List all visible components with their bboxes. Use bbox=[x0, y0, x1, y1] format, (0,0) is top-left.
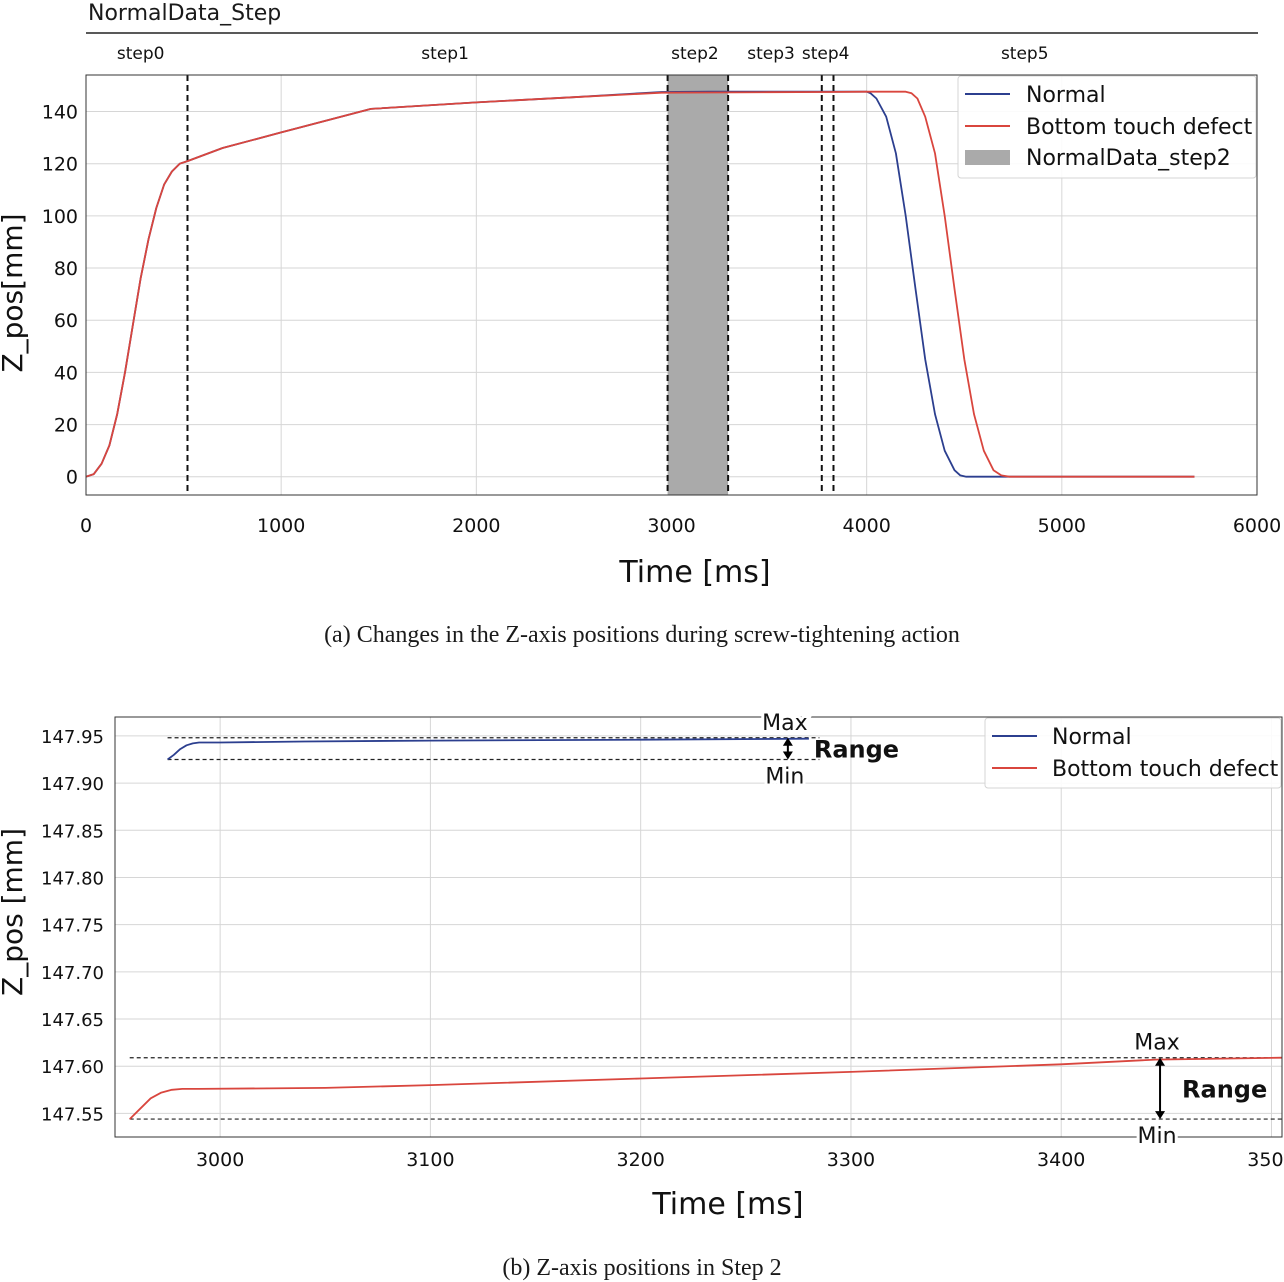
chart-a-step-label: step4 bbox=[802, 44, 850, 64]
chart-b-y-tick-label: 147.75 bbox=[41, 916, 104, 937]
chart-a-step-label: step3 bbox=[747, 44, 795, 64]
chart-a-x-tick-label: 6000 bbox=[1233, 515, 1281, 537]
chart-b-y-tick-label: 147.70 bbox=[41, 963, 104, 984]
chart-a-step-label: step1 bbox=[421, 44, 469, 64]
chart-b-y-tick-label: 147.60 bbox=[41, 1057, 104, 1078]
chart-a-legend-step2-label: NormalData_step2 bbox=[1026, 146, 1231, 171]
chart-b-legend-box bbox=[984, 717, 1282, 789]
chart-a-x-tick-label: 1000 bbox=[257, 515, 305, 537]
chart-b-defect-arrowhead-up bbox=[1155, 1057, 1166, 1066]
chart-a-caption: (a) Changes in the Z-axis positions duri… bbox=[324, 622, 960, 648]
chart-a-step-boundaries bbox=[186, 75, 835, 495]
chart-b-y-axis-label: Z_pos [mm] bbox=[0, 828, 29, 996]
chart-a-y-tick-label: 100 bbox=[42, 206, 78, 228]
chart-b-x-tick-label: 3200 bbox=[616, 1149, 664, 1171]
chart-b-range-guides bbox=[129, 737, 1282, 1120]
chart-a-series bbox=[85, 90, 1195, 478]
chart-b-ticks: 3000 3100 3200 3300 3400 3500 147.55 147.60 147.… bbox=[41, 727, 1284, 1171]
chart-a-plot-frame bbox=[85, 74, 1258, 496]
chart-b-y-tick-label: 147.55 bbox=[41, 1104, 104, 1125]
chart-b-x-tick-label: 3400 bbox=[1037, 1149, 1085, 1171]
chart-a-step-labels: step0 step1 step2 step3 step4 step5 bbox=[117, 44, 1049, 64]
chart-a-step-label: step2 bbox=[671, 44, 719, 64]
chart-b-y-tick-label: 147.80 bbox=[41, 868, 104, 889]
chart-a-step-label: step0 bbox=[117, 44, 165, 64]
chart-b-x-tick-label: 3100 bbox=[406, 1149, 454, 1171]
chart-a-step2-shaded-region bbox=[667, 75, 729, 495]
chart-b-defect-range-label: Range bbox=[1182, 1075, 1267, 1103]
chart-a-x-tick-label: 4000 bbox=[842, 515, 890, 537]
chart-a-series-bottom-touch-defect bbox=[85, 90, 1195, 478]
chart-b-legend-defect-label: Bottom touch defect bbox=[1052, 757, 1279, 782]
chart-b-defect-max-label: Max bbox=[1134, 1031, 1179, 1056]
chart-a-legend: Normal Bottom touch defect NormalData_st… bbox=[957, 75, 1257, 179]
chart-a-y-tick-label: 60 bbox=[54, 310, 78, 332]
chart-b-defect-arrowhead-down bbox=[1155, 1111, 1166, 1120]
chart-a-y-tick-label: 20 bbox=[54, 415, 78, 437]
chart-a-legend-box bbox=[957, 75, 1257, 179]
chart-b-series-bottom-touch-defect bbox=[129, 1056, 1283, 1120]
chart-a-y-tick-label: 0 bbox=[66, 467, 78, 489]
chart-a-y-tick-label: 40 bbox=[54, 362, 78, 384]
chart-a-y-tick-label: 120 bbox=[42, 154, 78, 176]
chart-a-x-tick-label: 0 bbox=[80, 515, 92, 537]
chart-b-series-normal bbox=[167, 737, 809, 761]
chart-a-x-tick-label: 5000 bbox=[1038, 515, 1086, 537]
chart-a-legend-normal-label: Normal bbox=[1026, 83, 1106, 108]
chart-b-series bbox=[129, 737, 1283, 1120]
chart-b-y-tick-label: 147.90 bbox=[41, 774, 104, 795]
chart-a-legend-defect-label: Bottom touch defect bbox=[1026, 115, 1253, 140]
chart-a-title: NormalData_Step bbox=[88, 1, 281, 26]
chart-a-ticks: 0 1000 2000 3000 4000 5000 6000 0 20 40 60 80 100 120… bbox=[42, 102, 1281, 537]
chart-a-y-tick-label: 140 bbox=[42, 102, 78, 124]
chart-a-step-label: step5 bbox=[1001, 44, 1049, 64]
chart-a-y-tick-label: 80 bbox=[54, 258, 78, 280]
chart-b-x-axis-label: Time [ms] bbox=[651, 1187, 803, 1222]
chart-b-legend: Normal Bottom touch defect bbox=[984, 717, 1282, 789]
chart-b-x-tick-label: 3000 bbox=[196, 1149, 244, 1171]
chart-b-x-tick-label: 3300 bbox=[827, 1149, 875, 1171]
chart-a-x-tick-label: 3000 bbox=[647, 515, 695, 537]
chart-b-y-tick-label: 147.85 bbox=[41, 821, 104, 842]
chart-a-x-axis-label: Time [ms] bbox=[618, 555, 770, 590]
chart-b-legend-normal-label: Normal bbox=[1052, 725, 1132, 750]
chart-b-normal-min-label: Min bbox=[765, 764, 804, 789]
chart-a-x-tick-label: 2000 bbox=[452, 515, 500, 537]
chart-b-normal-arrowhead-down bbox=[782, 751, 793, 760]
chart-b-x-tick-label: 3500 bbox=[1247, 1149, 1284, 1171]
chart-b-caption: (b) Z-axis positions in Step 2 bbox=[502, 1255, 781, 1281]
chart-a-y-axis-label: Z_pos[mm] bbox=[0, 213, 29, 372]
chart-b-y-tick-label: 147.95 bbox=[41, 727, 104, 748]
chart-a-legend-step2-swatch bbox=[965, 150, 1010, 165]
chart-b-y-tick-label: 147.65 bbox=[41, 1010, 104, 1031]
chart-b-plot-frame bbox=[114, 716, 1283, 1138]
chart-b-normal-arrowhead-up bbox=[782, 737, 793, 746]
chart-b-defect-min-label: Min bbox=[1138, 1124, 1177, 1149]
chart-b-normal-max-label: Max bbox=[762, 711, 807, 736]
chart-a: NormalData_Step step0 step1 step2 step3 step… bbox=[0, 1, 1281, 648]
chart-b-normal-range-label: Range bbox=[814, 736, 899, 764]
chart-b: 3000 3100 3200 3300 3400 3500 147.55 147.60 147.… bbox=[0, 708, 1284, 1281]
